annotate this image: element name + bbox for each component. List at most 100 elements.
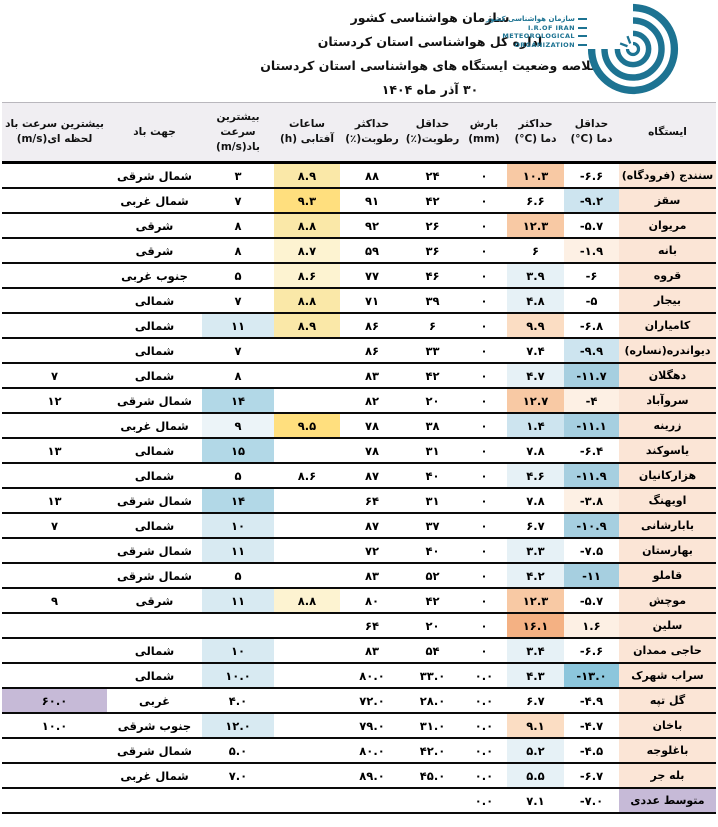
wind-speed-cell: ۱۲.۰ <box>202 713 274 739</box>
humidity-min-cell: ۴۲ <box>404 188 461 214</box>
temp-max-cell: ۷.۴ <box>507 338 564 364</box>
precip-cell: ۰ <box>461 438 507 464</box>
temp-min-cell: -۹.۲ <box>564 188 619 214</box>
precip-cell: ۰ <box>461 638 507 664</box>
table-row: دهگلان -۱۱.۷ ۴.۷ ۰ ۴۲ ۸۳ ۸ شمالی ۷ <box>2 363 716 389</box>
sunshine-cell: ۸.۷ <box>274 238 340 264</box>
humidity-max-cell: ۷۸ <box>340 413 404 439</box>
wind-speed-cell: ۱۰ <box>202 638 274 664</box>
temp-min-cell: -۶.۷ <box>564 763 619 789</box>
station-cell: یاسوکند <box>619 438 716 464</box>
gust-cell <box>2 313 107 339</box>
sunshine-cell <box>274 763 340 789</box>
table-row: کامیاران -۶.۸ ۹.۹ ۰ ۶ ۸۶ ۸.۹ ۱۱ شمالی <box>2 313 716 339</box>
humidity-min-cell <box>404 788 461 814</box>
gust-cell <box>2 613 107 639</box>
humidity-min-cell: ۲۴ <box>404 162 461 189</box>
gust-cell <box>2 263 107 289</box>
precip-cell: ۰.۰ <box>461 738 507 764</box>
gust-cell <box>2 663 107 689</box>
temp-max-cell: ۱۶.۱ <box>507 613 564 639</box>
precip-cell: ۰ <box>461 513 507 539</box>
humidity-max-cell: ۸۷ <box>340 463 404 489</box>
sunshine-cell <box>274 438 340 464</box>
table-row: سلین ۱.۶ ۱۶.۱ ۰ ۲۰ ۶۴ <box>2 613 716 639</box>
humidity-min-cell: ۲۸.۰ <box>404 688 461 714</box>
wind-dir-cell: جنوب شرقی <box>107 713 202 739</box>
precip-cell: ۰ <box>461 463 507 489</box>
table-row: متوسط عددی -۷.۰ ۷.۱ ۰.۰ <box>2 788 716 814</box>
humidity-min-cell: ۴۰ <box>404 538 461 564</box>
wind-speed-cell: ۸ <box>202 238 274 264</box>
temp-max-cell: ۱۲.۷ <box>507 388 564 414</box>
temp-max-cell: ۷.۱ <box>507 788 564 814</box>
station-cell: موچش <box>619 588 716 614</box>
gust-cell <box>2 338 107 364</box>
wind-speed-cell: ۱۴ <box>202 388 274 414</box>
humidity-min-cell: ۲۰ <box>404 388 461 414</box>
station-cell: بیجار <box>619 288 716 314</box>
wind-speed-cell: ۱۴ <box>202 488 274 514</box>
temp-max-cell: ۳.۳ <box>507 538 564 564</box>
wind-dir-cell: شمالی <box>107 638 202 664</box>
wind-dir-cell: شمالی <box>107 288 202 314</box>
col-header-sunshine: ساعات آفتابی ‎(h)‎ <box>274 102 340 164</box>
temp-min-cell: -۱۱.۱ <box>564 413 619 439</box>
wind-dir-cell: شمال شرقی <box>107 563 202 589</box>
wind-dir-cell: شمالی <box>107 513 202 539</box>
humidity-min-cell: ۴۰ <box>404 463 461 489</box>
gust-cell: ۱۳ <box>2 488 107 514</box>
station-cell: سروآباد <box>619 388 716 414</box>
gust-cell <box>2 738 107 764</box>
station-cell: متوسط عددی <box>619 788 716 814</box>
humidity-min-cell: ۵۲ <box>404 563 461 589</box>
humidity-min-cell: ۵۴ <box>404 638 461 664</box>
wind-dir-cell: شمالی <box>107 313 202 339</box>
gust-cell: ۱۳ <box>2 438 107 464</box>
temp-min-cell: -۴.۷ <box>564 713 619 739</box>
temp-max-cell: ۷.۸ <box>507 438 564 464</box>
humidity-max-cell: ۷۹.۰ <box>340 713 404 739</box>
report-header: سازمان هواشناسی کشور اداره کل هواشناسی ا… <box>0 0 718 102</box>
precip-cell: ۰ <box>461 162 507 189</box>
temp-min-cell: -۵.۷ <box>564 213 619 239</box>
humidity-min-cell: ۳۷ <box>404 513 461 539</box>
humidity-min-cell: ۴۵.۰ <box>404 763 461 789</box>
humidity-min-cell: ۲۰ <box>404 613 461 639</box>
wind-speed-cell: ۹ <box>202 413 274 439</box>
humidity-max-cell: ۸۹.۰ <box>340 763 404 789</box>
col-header-humidity-min: حداقل رطوبت(٪) <box>404 102 461 164</box>
humidity-max-cell: ۸۸ <box>340 162 404 189</box>
temp-min-cell: -۱۱.۹ <box>564 463 619 489</box>
temp-max-cell: ۶.۶ <box>507 188 564 214</box>
wind-dir-cell: شمال شرقی <box>107 488 202 514</box>
temp-min-cell: -۵ <box>564 288 619 314</box>
precip-cell: ۰ <box>461 363 507 389</box>
sunshine-cell <box>274 488 340 514</box>
table-row: بهارستان -۷.۵ ۳.۳ ۰ ۴۰ ۷۲ ۱۱ شمال شرقی <box>2 538 716 564</box>
gust-cell <box>2 213 107 239</box>
gust-cell <box>2 413 107 439</box>
wind-speed-cell: ۵ <box>202 263 274 289</box>
humidity-min-cell: ۳۱ <box>404 488 461 514</box>
table-row: قاملو -۱۱ ۴.۲ ۰ ۵۲ ۸۳ ۵ شمال شرقی <box>2 563 716 589</box>
temp-max-cell: ۵.۲ <box>507 738 564 764</box>
humidity-min-cell: ۴۶ <box>404 263 461 289</box>
temp-min-cell: -۷.۵ <box>564 538 619 564</box>
table-row: سقز -۹.۲ ۶.۶ ۰ ۴۲ ۹۱ ۹.۳ ۷ شمال غربی <box>2 188 716 214</box>
sunshine-cell: ۸.۹ <box>274 162 340 189</box>
temp-max-cell: ۱۰.۳ <box>507 162 564 189</box>
gust-cell <box>2 788 107 814</box>
wind-dir-cell: غربی <box>107 688 202 714</box>
col-header-wind-speed: بیشترین سرعت باد‎(m/s)‎ <box>202 102 274 164</box>
wind-dir-cell: شمالی <box>107 338 202 364</box>
humidity-max-cell: ۸۳ <box>340 563 404 589</box>
wind-speed-cell: ۷ <box>202 338 274 364</box>
wind-speed-cell: ۵ <box>202 463 274 489</box>
table-row: بانه -۱.۹ ۶ ۰ ۳۶ ۵۹ ۸.۷ ۸ شرقی <box>2 238 716 264</box>
temp-max-cell: ۳.۴ <box>507 638 564 664</box>
station-cell: سلین <box>619 613 716 639</box>
wind-dir-cell: شرقی <box>107 238 202 264</box>
gust-cell <box>2 288 107 314</box>
